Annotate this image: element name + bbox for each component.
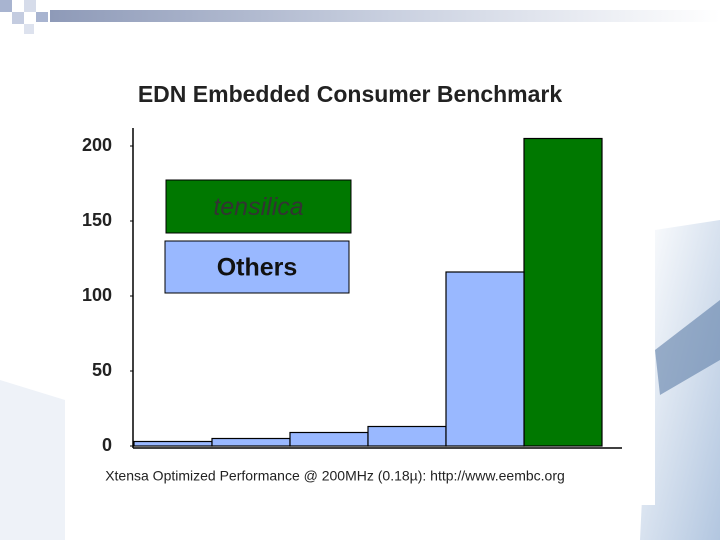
bar [133,440,213,447]
chart-title: EDN Embedded Consumer Benchmark [138,81,563,107]
legend-label: Others [217,254,298,282]
bar [289,431,369,447]
bar [445,271,525,447]
y-tick-label: 150 [82,210,112,230]
legend-swatch [165,179,352,234]
y-tick-label: 0 [102,435,112,455]
legend-label: tensilica [213,193,303,221]
x-axis-label: Xtensa Optimized Performance @ 200MHz (0… [105,468,565,484]
legend: tensilica Others [164,179,352,294]
bar [523,137,603,447]
legend-swatch [164,240,350,294]
y-tick-label: 200 [82,135,112,155]
y-tick-label: 100 [82,285,112,305]
bar [211,437,291,447]
y-tick-label: 50 [92,360,112,380]
bar [367,425,447,447]
